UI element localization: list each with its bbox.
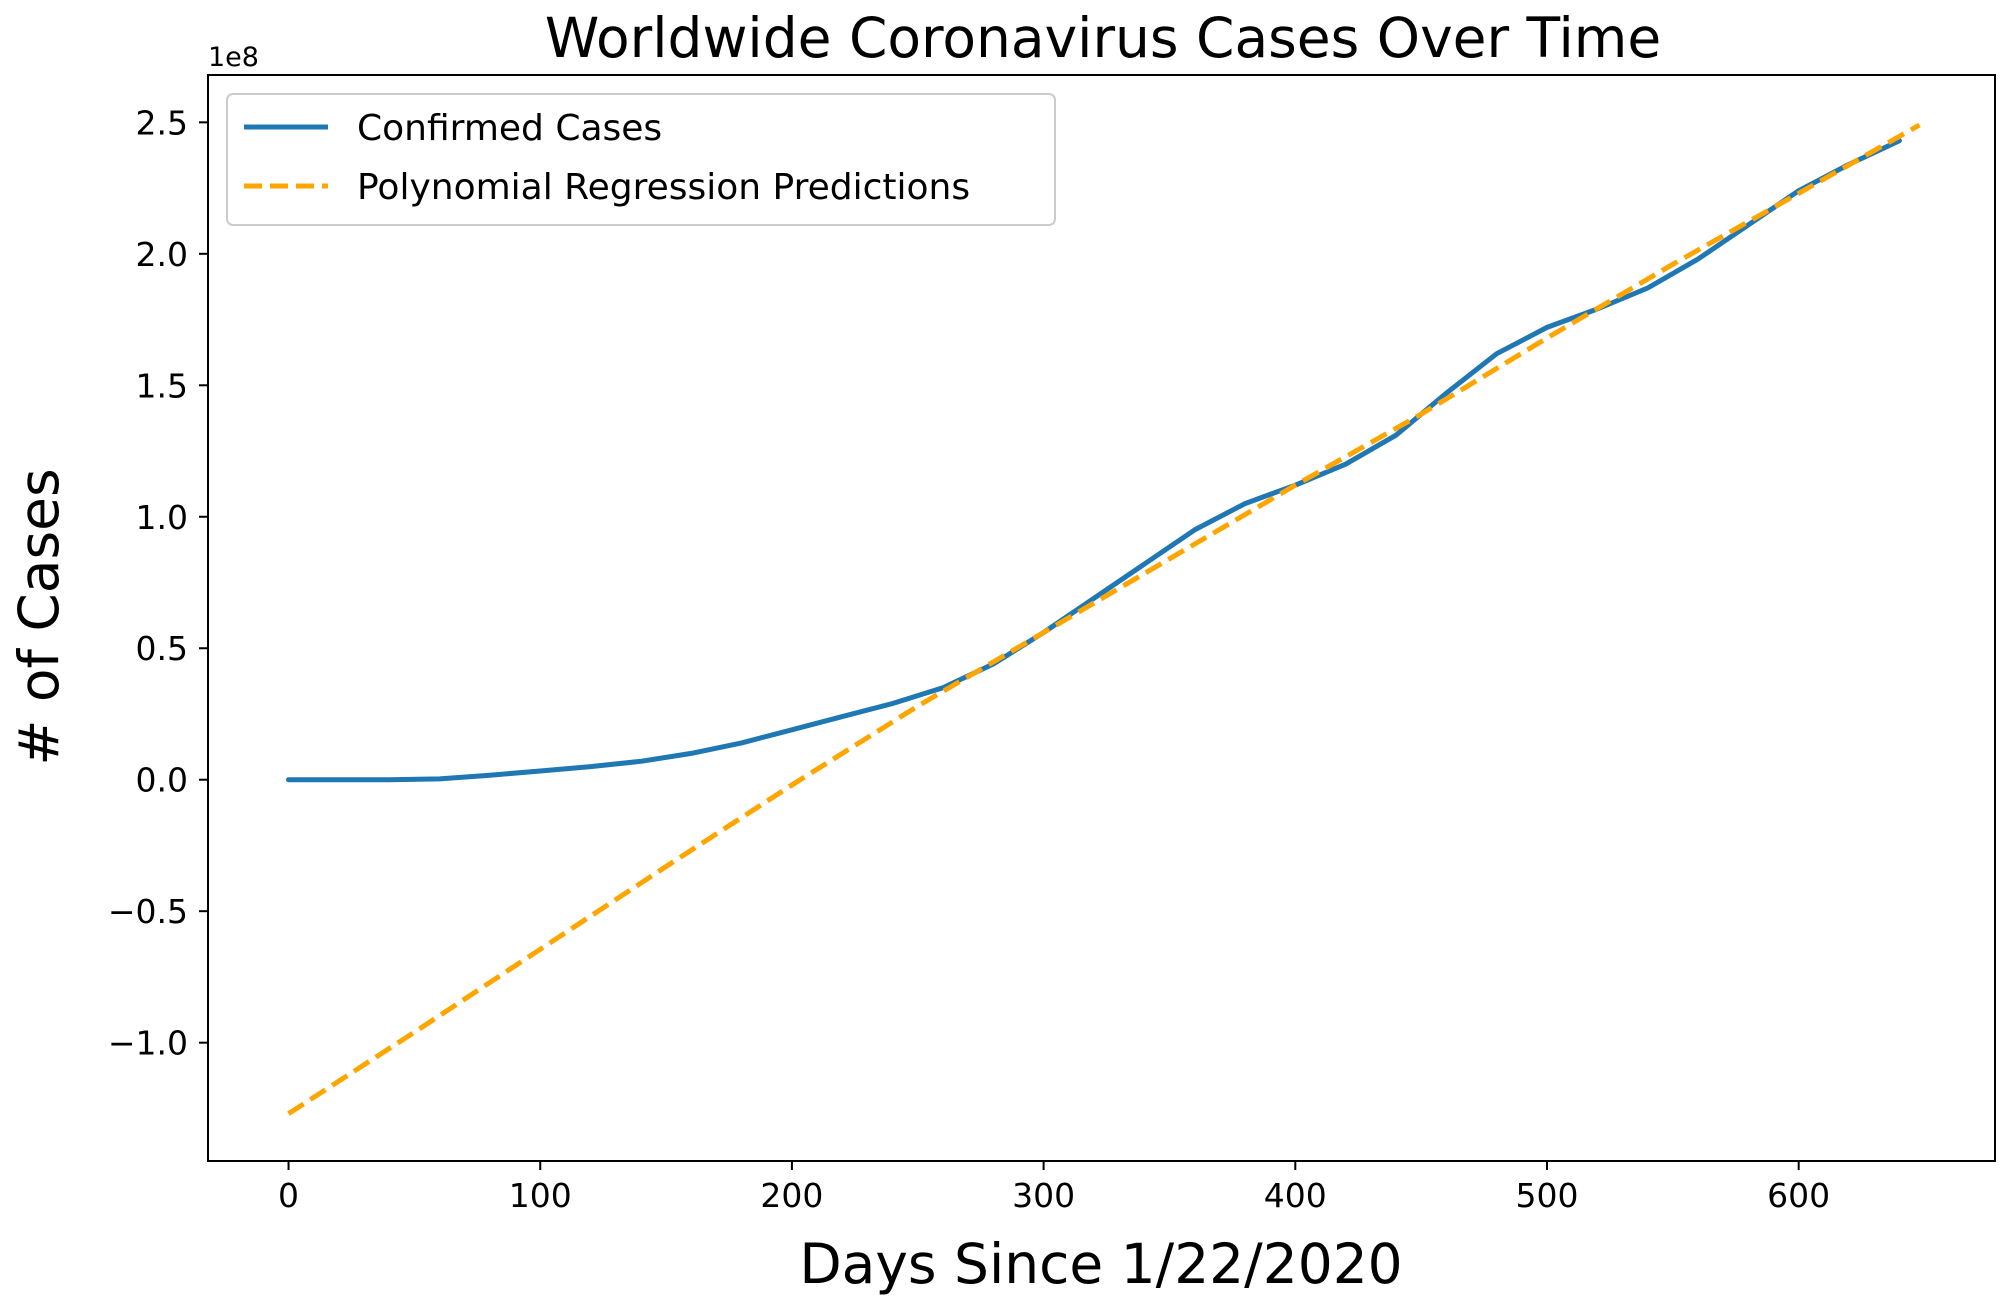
y-tick-label: 1.0 <box>136 498 188 537</box>
x-tick-label: 400 <box>1264 1176 1327 1215</box>
chart-title: Worldwide Coronavirus Cases Over Time <box>545 6 1661 70</box>
y-tick-label: −1.0 <box>108 1024 188 1063</box>
x-tick-label: 600 <box>1767 1176 1830 1215</box>
legend-box <box>226 93 1056 226</box>
series-line-confirmed-cases <box>286 138 1902 783</box>
y-offset-label: 1e8 <box>208 42 259 73</box>
x-tick-label: 0 <box>278 1176 299 1215</box>
x-tick-label: 500 <box>1515 1176 1578 1215</box>
y-axis-label: # of Cases <box>7 468 71 765</box>
x-tick-label: 200 <box>760 1176 823 1215</box>
plot-area-frame <box>207 74 1996 1162</box>
series-line-polynomial-regression-predictions <box>287 122 1921 1116</box>
y-tick-label: 0.5 <box>136 629 188 668</box>
x-axis-label: Days Since 1/22/2020 <box>799 1232 1402 1296</box>
y-tick-label: 2.5 <box>136 103 188 142</box>
y-tick-label: 1.5 <box>136 366 188 405</box>
legend-label-confirmed-cases: Confirmed Cases <box>357 108 662 149</box>
y-tick-label: 0.0 <box>136 761 188 800</box>
x-tick-label: 100 <box>509 1176 572 1215</box>
series-layer <box>286 122 1921 1116</box>
x-tick-label: 300 <box>1012 1176 1075 1215</box>
y-tick-label: −0.5 <box>108 892 188 931</box>
legend-label-polynomial-regression-predictions: Polynomial Regression Predictions <box>357 167 970 208</box>
x-axis: 0 100 200 300 400 500 600 <box>278 1161 1830 1215</box>
legend: Confirmed Cases Polynomial Regression Pr… <box>226 93 1056 226</box>
y-tick-label: 2.0 <box>136 235 188 274</box>
y-axis: −1.0 −0.5 0.0 0.5 1.0 1.5 2.0 2.5 <box>108 103 208 1063</box>
